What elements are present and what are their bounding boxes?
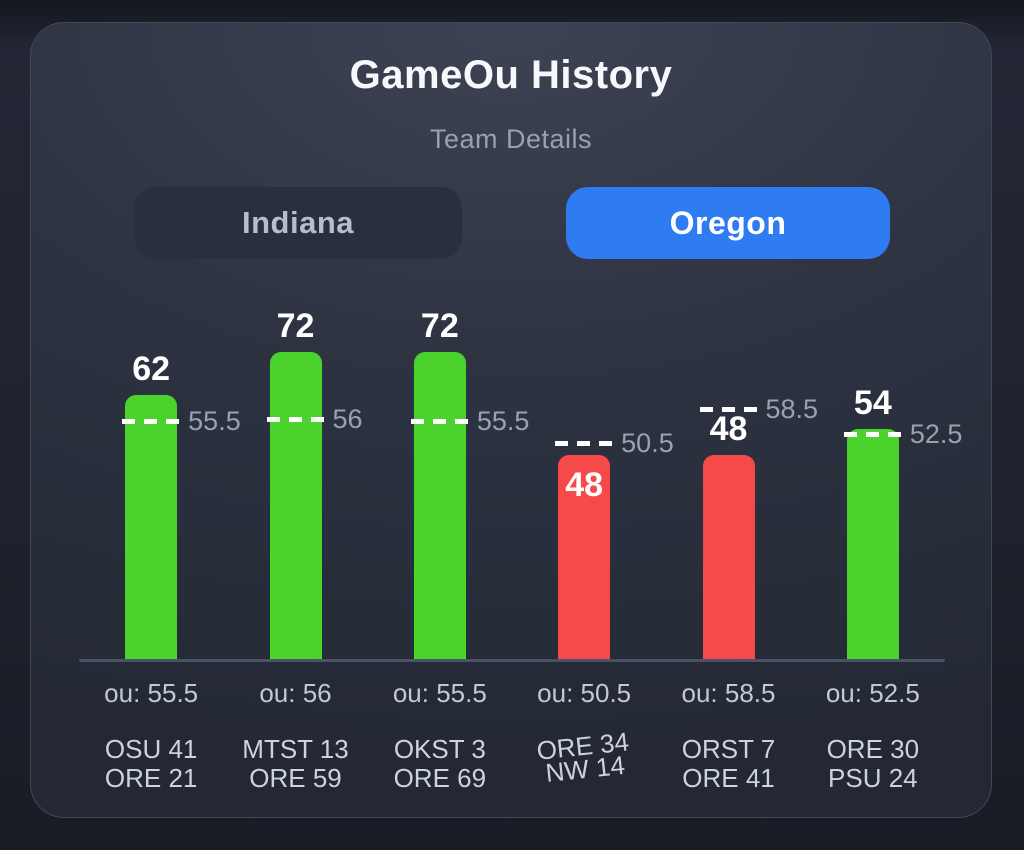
matchup-score-line2: NW 14 xyxy=(544,749,627,789)
matchup-score-line1: OKST 3 xyxy=(393,734,486,764)
matchup-score-line1: ORE 30 xyxy=(826,734,920,764)
matchup-score-label: ORE 30 PSU 24 xyxy=(827,735,920,793)
axis-ou-label: ou: 52.5 xyxy=(825,678,920,708)
ou-line-value-label: 52.5 xyxy=(909,419,963,449)
total-points-bar xyxy=(125,395,178,660)
axis-ou-label: ou: 55.5 xyxy=(104,678,199,708)
total-points-bar xyxy=(846,429,899,660)
page-subtitle: Team Details xyxy=(429,124,593,154)
matchup-score-line2: PSU 24 xyxy=(828,763,918,793)
matchup-score-line2: ORE 41 xyxy=(682,763,775,793)
x-axis-line xyxy=(79,659,945,662)
ou-line-dashed xyxy=(266,417,331,422)
matchup-score-label: MTST 13 ORE 59 xyxy=(242,735,348,793)
bar-chart-plot: 55.5 62 56 72 55.5 72 50.5 48 58.5 48 52.5 54 xyxy=(79,307,962,660)
ou-line-value-label: 55.5 xyxy=(188,406,241,436)
matchup-score-label: ORST 7 ORE 41 xyxy=(682,735,775,793)
total-points-bar xyxy=(413,352,466,660)
total-points-label: 54 xyxy=(853,384,892,422)
ou-line-dashed xyxy=(699,407,764,412)
ou-line-dashed xyxy=(410,419,475,424)
axis-ou-label: ou: 55.5 xyxy=(392,678,487,708)
ou-line-value-label: 58.5 xyxy=(765,394,819,424)
total-points-label: 48 xyxy=(709,410,748,448)
matchup-score-line2: ORE 59 xyxy=(249,763,342,793)
total-points-bar xyxy=(269,352,322,660)
total-points-bar xyxy=(558,455,611,660)
matchup-score-line2: ORE 21 xyxy=(104,763,198,793)
matchup-score-line1: ORST 7 xyxy=(681,734,776,764)
ou-line-dashed xyxy=(555,441,620,446)
matchup-score-label: OKST 3 ORE 69 xyxy=(394,735,487,793)
chart-card: GameOu History Team Details Indiana Oreg… xyxy=(30,22,992,818)
ou-line-value-label: 55.5 xyxy=(476,406,530,436)
axis-ou-label: ou: 58.5 xyxy=(681,678,776,708)
total-points-label: 48 xyxy=(565,466,604,504)
page-title: GameOu History xyxy=(349,53,673,97)
total-points-label: 72 xyxy=(420,307,459,345)
axis-ou-label: ou: 56 xyxy=(259,678,332,708)
matchup-score-label: OSU 41 ORE 21 xyxy=(105,735,198,793)
matchup-score-label: ORE 34 NW 14 xyxy=(535,726,633,789)
team-button-indiana[interactable]: Indiana xyxy=(134,187,462,259)
ou-line-dashed xyxy=(122,419,187,424)
matchup-score-line2: ORE 69 xyxy=(393,763,487,793)
axis-ou-label: ou: 50.5 xyxy=(537,678,632,708)
matchup-score-line1: MTST 13 xyxy=(242,734,349,764)
ou-line-value-label: 56 xyxy=(332,404,363,434)
team-button-oregon[interactable]: Oregon xyxy=(566,187,890,259)
total-points-label: 72 xyxy=(276,307,315,345)
matchup-score-line1: OSU 41 xyxy=(104,734,198,764)
total-points-bar xyxy=(702,455,755,660)
total-points-label: 62 xyxy=(132,350,171,388)
ou-line-value-label: 50.5 xyxy=(621,428,674,458)
ou-line-dashed xyxy=(843,432,908,437)
